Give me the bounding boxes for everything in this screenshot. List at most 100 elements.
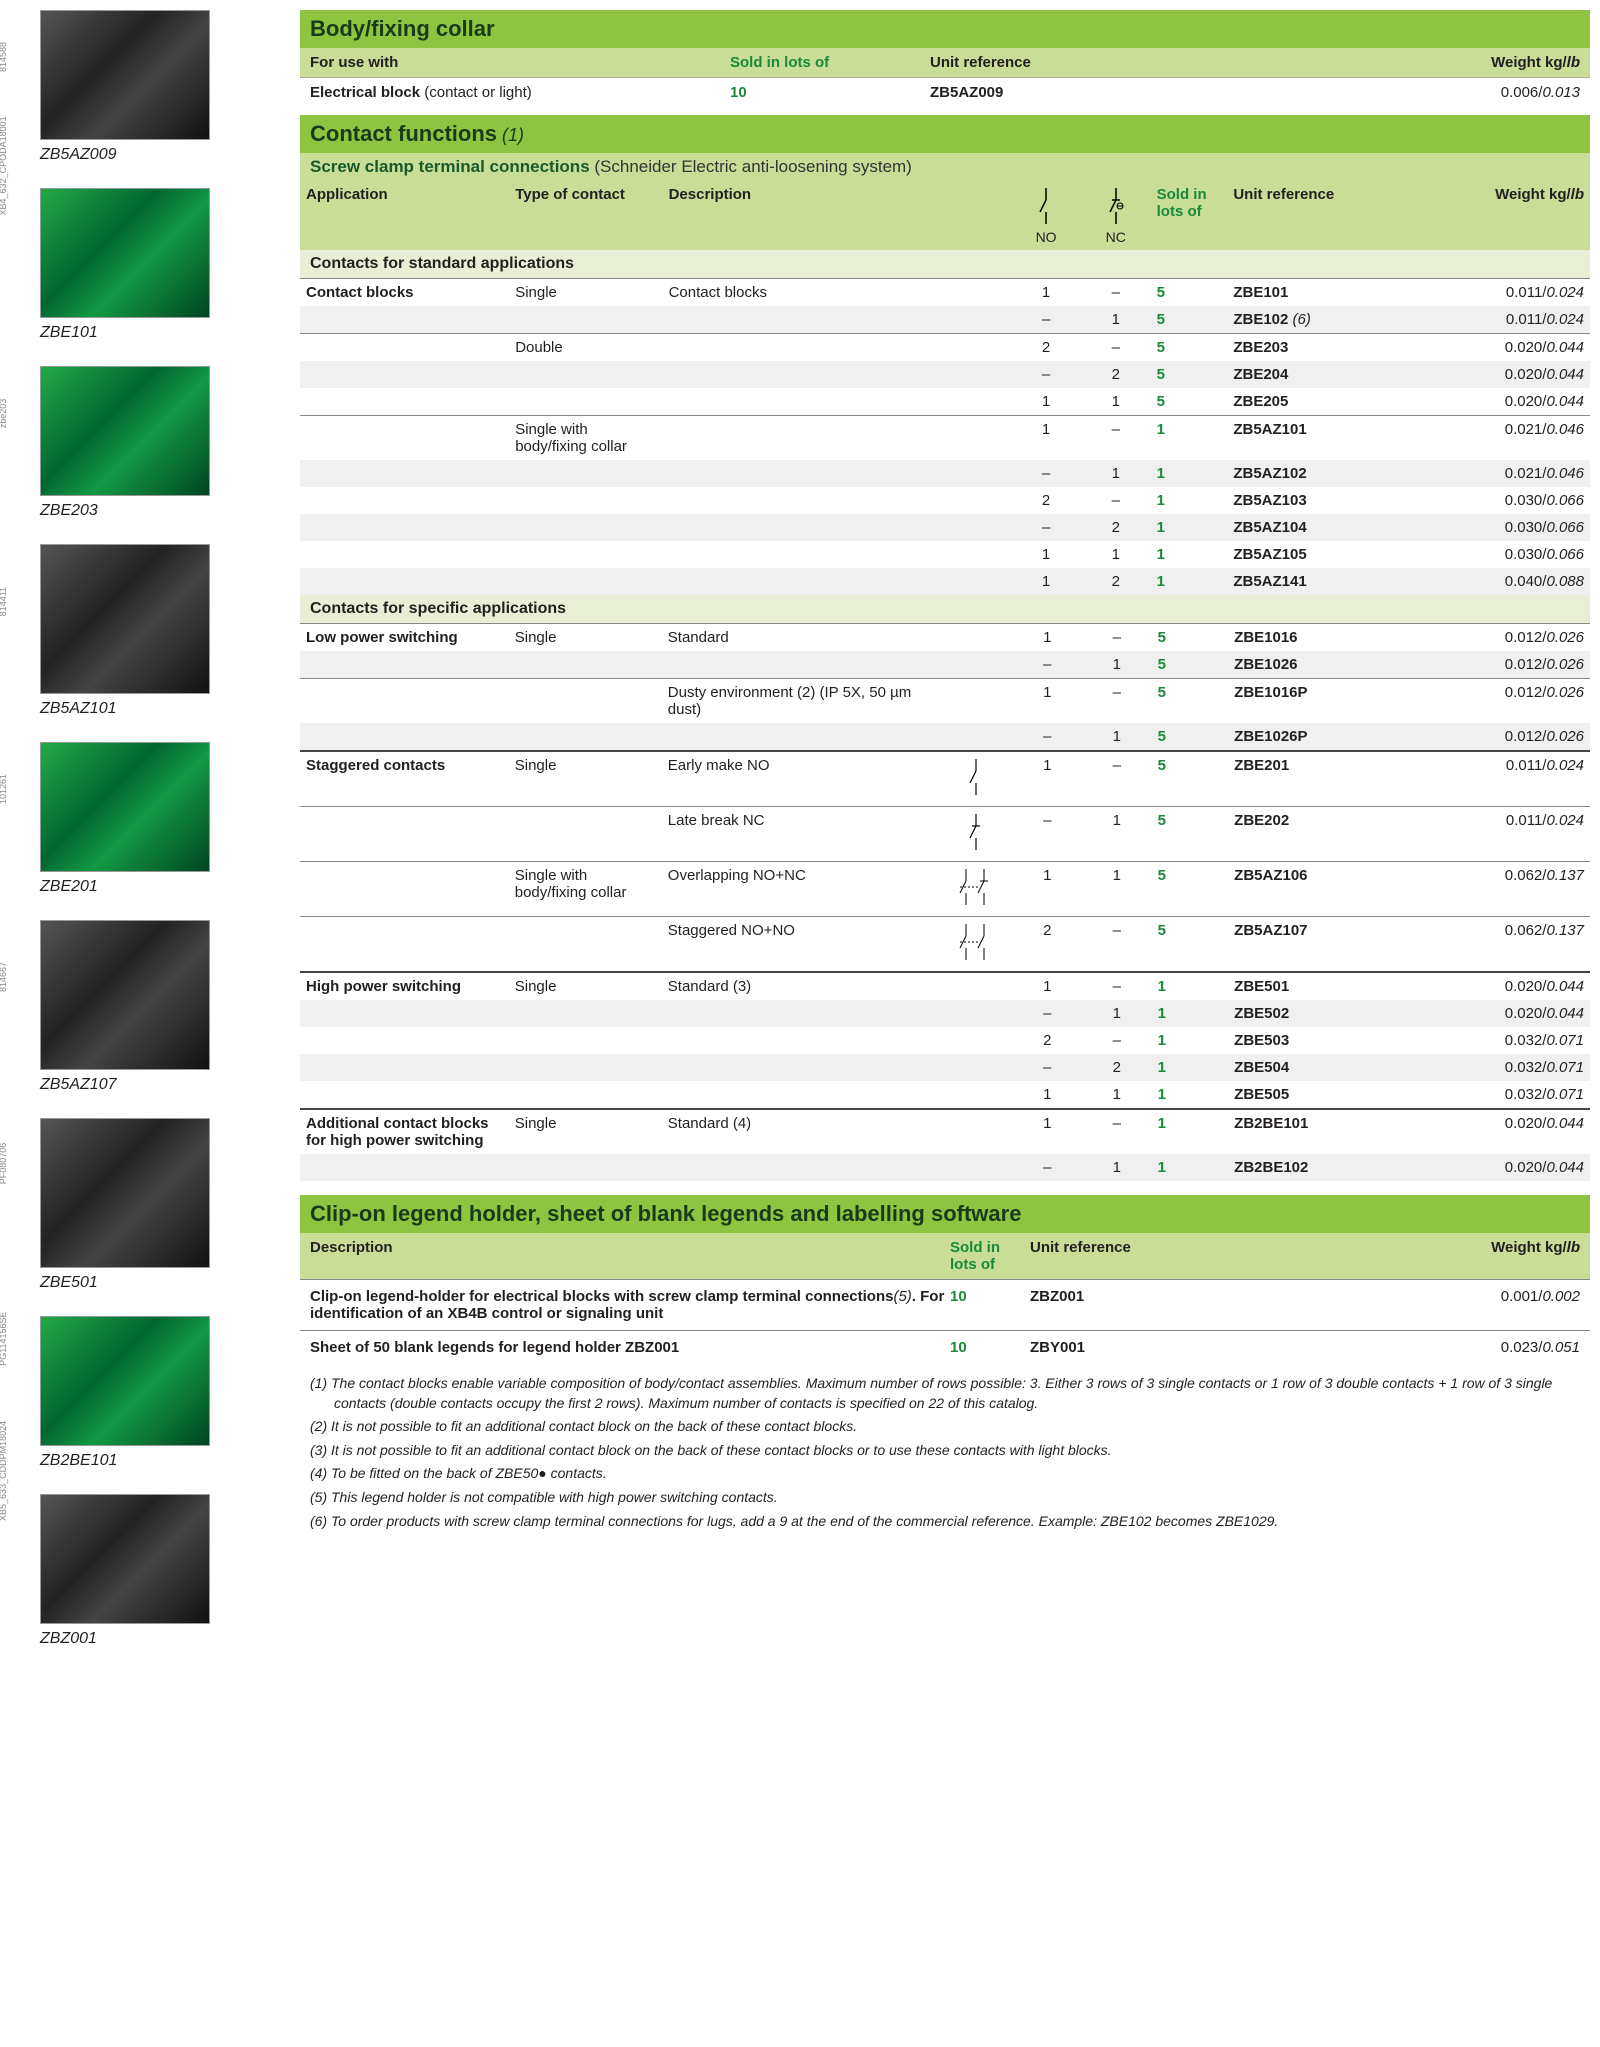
- cell-weight: 0.020/0.044: [1423, 334, 1590, 362]
- cell-nc: –: [1082, 972, 1152, 1000]
- section-body-fixing-title: Body/fixing collar: [300, 10, 1590, 48]
- no-symbol-icon: [1035, 186, 1057, 226]
- cell-no: 1: [1012, 1081, 1082, 1109]
- thumb-image: [40, 366, 210, 496]
- cell-nc: 1: [1082, 651, 1152, 679]
- cell-type: [509, 917, 662, 973]
- footnote: (4) To be fitted on the back of ZBE50● c…: [310, 1464, 1580, 1484]
- cell-lot: 1: [1151, 460, 1228, 487]
- cell-symbol: [940, 1000, 1012, 1027]
- cell-lot: 5: [1151, 361, 1228, 388]
- cell-nc: 1: [1081, 388, 1151, 416]
- std-applications-title: Contacts for standard applications: [300, 250, 1590, 278]
- cell-lot: 1: [1152, 1109, 1229, 1154]
- cell-app: Contact blocks: [306, 284, 414, 301]
- hdr-application: Application: [306, 186, 388, 203]
- thumbnail: XB5_633_CDDPM18024 ZBZ001: [10, 1494, 280, 1648]
- cell-weight: 0.020/0.044: [1423, 1000, 1590, 1027]
- thumb-image: [40, 1118, 210, 1268]
- table-row: Staggered NO+NO 2 – 5 ZB5AZ107 0.062/0.1…: [300, 917, 1590, 973]
- cell-type: [509, 1027, 662, 1054]
- hdr-unitref: Unit reference: [930, 54, 1190, 71]
- footnote: (5) This legend holder is not compatible…: [310, 1488, 1580, 1508]
- thumb-code: XB4_632_CPODA18001: [0, 116, 8, 215]
- cell-no: –: [1012, 1000, 1082, 1027]
- section-clip-title: Clip-on legend holder, sheet of blank le…: [300, 1195, 1590, 1233]
- cell-lot: 5: [1152, 723, 1229, 751]
- cell-weight: 0.020/0.044: [1423, 1109, 1590, 1154]
- cell-type: [509, 723, 662, 751]
- clip-weight: 0.023/0.051: [1190, 1339, 1580, 1356]
- table-row: 1 1 1 ZB5AZ105 0.030/0.066: [300, 541, 1590, 568]
- cell-no: 2: [1012, 1027, 1082, 1054]
- cell-desc: [662, 1154, 940, 1181]
- cell-ref: ZB5AZ101: [1227, 416, 1422, 461]
- cell-desc: [662, 1027, 940, 1054]
- cell-nc: –: [1082, 1109, 1152, 1154]
- cell-type: Single: [509, 624, 662, 652]
- cell-weight: 0.030/0.066: [1423, 514, 1590, 541]
- clip-ref: ZBZ001: [1030, 1288, 1190, 1322]
- cell-symbol: [941, 460, 1011, 487]
- thumb-label: ZB2BE101: [40, 1452, 280, 1470]
- body-fixing-row: Electrical block (contact or light) 10 Z…: [300, 77, 1590, 107]
- thumb-label: ZBE501: [40, 1274, 280, 1292]
- cell-desc: Staggered NO+NO: [662, 917, 940, 973]
- cell-nc: –: [1082, 679, 1152, 724]
- thumbnail: 814588 ZB5AZ009: [10, 10, 280, 164]
- cell-desc: [663, 487, 942, 514]
- thumb-image: [40, 1316, 210, 1446]
- thumb-code: 101261: [0, 774, 8, 804]
- cell-lot: 5: [1151, 306, 1228, 334]
- table-row: – 2 1 ZBE504 0.032/0.071: [300, 1054, 1590, 1081]
- cell-type: Single: [509, 972, 662, 1000]
- cell-symbol: [941, 306, 1011, 334]
- cell-lot: 5: [1152, 679, 1229, 724]
- cell-weight: 0.011/0.024: [1423, 279, 1590, 307]
- cell-lot: 1: [1151, 416, 1228, 461]
- thumb-image: [40, 10, 210, 140]
- cell-type: [509, 1081, 662, 1109]
- cell-type: Single: [509, 279, 662, 307]
- cell-lot: 1: [1151, 514, 1228, 541]
- cell-lot: 5: [1152, 807, 1229, 862]
- footnote: (3) It is not possible to fit an additio…: [310, 1441, 1580, 1461]
- cell-type: [509, 514, 662, 541]
- cell-no: 1: [1011, 568, 1081, 595]
- contact-header-table: Application Type of contact Description …: [300, 181, 1590, 250]
- thumb-code: 814667: [0, 962, 8, 992]
- clip-desc: Clip-on legend-holder for electrical blo…: [310, 1288, 950, 1322]
- section-contact-functions-title: Contact functions (1): [300, 115, 1590, 153]
- cell-lot: 5: [1152, 862, 1229, 917]
- cell-app: Staggered contacts: [306, 757, 445, 774]
- cell-type: [509, 679, 662, 724]
- cell-lot: 1: [1152, 1027, 1229, 1054]
- cell-symbol: [940, 1109, 1012, 1154]
- spec-applications-title: Contacts for specific applications: [300, 595, 1590, 623]
- cell-lot: 5: [1151, 279, 1228, 307]
- cell-ref: ZBE1026P: [1228, 723, 1423, 751]
- cell-desc: [663, 334, 942, 362]
- cell-desc: [662, 651, 940, 679]
- cell-symbol: [940, 723, 1012, 751]
- thumb-code: PG114156SE: [0, 1311, 8, 1365]
- cell-nc: 2: [1081, 514, 1151, 541]
- table-row: Staggered contacts Single Early make NO …: [300, 751, 1590, 807]
- cell-type: [509, 361, 662, 388]
- cell-weight: 0.062/0.137: [1423, 862, 1590, 917]
- cell-weight: 0.011/0.024: [1423, 751, 1590, 807]
- cell-no: 2: [1011, 487, 1081, 514]
- thumb-label: ZBE203: [40, 502, 280, 520]
- table-row: 1 1 1 ZBE505 0.032/0.071: [300, 1081, 1590, 1109]
- thumb-code: 814411: [0, 587, 8, 616]
- cell-type: [509, 1000, 662, 1027]
- cell-type: [509, 460, 662, 487]
- cell-weight: 0.021/0.046: [1423, 460, 1590, 487]
- thumbnail: 814667 ZB5AZ107: [10, 920, 280, 1094]
- cell-no: –: [1012, 807, 1082, 862]
- cell-ref: ZB5AZ104: [1227, 514, 1422, 541]
- cell-desc: Early make NO: [662, 751, 940, 807]
- cell-ref: ZBE204: [1227, 361, 1422, 388]
- cell-nc: 2: [1081, 568, 1151, 595]
- thumb-code: XB5_633_CDDPM18024: [0, 1421, 8, 1521]
